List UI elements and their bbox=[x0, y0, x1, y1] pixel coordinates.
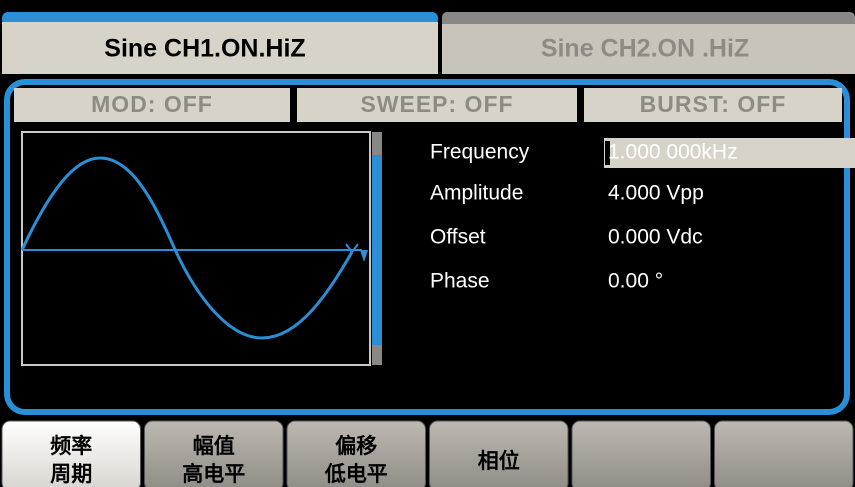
mode-label[interactable]: BURST: OFF bbox=[640, 91, 787, 117]
softkey[interactable] bbox=[572, 421, 711, 487]
param-value[interactable]: 1.000 000kHz bbox=[608, 141, 738, 164]
mode-bar: MOD: OFF SWEEP: OFF BURST: OFF bbox=[14, 88, 842, 122]
softkey-label: 高电平 bbox=[182, 462, 245, 486]
channel-tab[interactable]: Sine CH2.ON .HiZ bbox=[442, 12, 855, 74]
param-value: 0.000 Vdc bbox=[608, 226, 703, 249]
mode-label[interactable]: SWEEP: OFF bbox=[360, 91, 513, 117]
param-label[interactable]: Amplitude bbox=[430, 182, 523, 205]
softkey-face bbox=[572, 421, 711, 487]
tab-label: Sine CH2.ON .HiZ bbox=[541, 35, 749, 63]
softkey[interactable] bbox=[715, 421, 854, 487]
softkey-label: 低电平 bbox=[324, 462, 388, 486]
param-label[interactable]: Phase bbox=[430, 270, 490, 293]
softkey-face bbox=[715, 421, 854, 487]
softkey-label: 偏移 bbox=[335, 434, 377, 458]
softkey-label: 幅值 bbox=[193, 434, 235, 458]
softkey-label: 相位 bbox=[478, 449, 520, 473]
tab-label: Sine CH1.ON.HiZ bbox=[104, 35, 305, 63]
param-label[interactable]: Offset bbox=[430, 226, 486, 249]
softkey[interactable]: 相位 bbox=[430, 421, 569, 487]
param-value: 0.00 ° bbox=[608, 270, 663, 293]
screen: Sine CH1.ON.HiZ Sine CH2.ON .HiZ MOD: OF… bbox=[0, 0, 855, 487]
param-value: 4.000 Vpp bbox=[608, 182, 704, 205]
waveform-preview bbox=[22, 132, 382, 365]
softkey-label: 周期 bbox=[50, 462, 92, 486]
softkey-label: 频率 bbox=[50, 434, 92, 458]
channel-tab[interactable]: Sine CH1.ON.HiZ bbox=[2, 12, 438, 74]
param-label[interactable]: Frequency bbox=[430, 141, 530, 164]
mode-label[interactable]: MOD: OFF bbox=[91, 91, 213, 117]
